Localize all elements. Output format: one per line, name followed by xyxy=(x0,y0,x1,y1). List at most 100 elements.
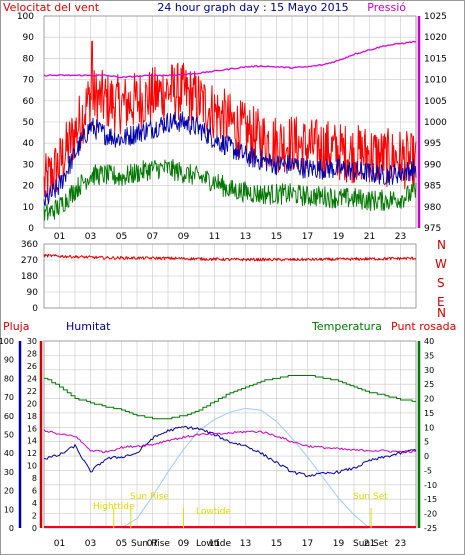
rain-label: Pluja xyxy=(3,320,29,333)
bottom-sun-set: Sun Set xyxy=(353,539,388,549)
p3-humidity-tick-label: 0 xyxy=(9,524,14,533)
p1-frame xyxy=(43,15,417,229)
compass-w: W xyxy=(435,257,447,271)
p3-x-tick-label: 23 xyxy=(395,539,406,549)
p1-y-tick-label-left: 90 xyxy=(23,33,35,43)
p3-x-tick-label: 21 xyxy=(364,539,375,549)
p3-rain-tick-label: 24 xyxy=(27,374,37,383)
rain-humidity-temperature-panel: 0102030405060708090100024681012141618202… xyxy=(0,337,437,549)
p1-y-tick-label-left: 30 xyxy=(23,160,35,170)
p3-x-tick-label: 17 xyxy=(302,539,313,549)
annotation-high-tide: Highttide xyxy=(93,502,135,512)
p3-humidity-tick-label: 40 xyxy=(4,449,14,458)
p1-y-tick-label-left: 80 xyxy=(23,54,35,64)
p3-humidity-tick-label: 20 xyxy=(4,487,14,496)
p3-temperature-tick-label: 10 xyxy=(424,423,434,432)
p1-x-tick-label: 21 xyxy=(364,232,375,242)
p1-y-tick-label-left: 0 xyxy=(28,224,34,234)
p1-y-tick-label-left: 100 xyxy=(17,12,34,22)
p1-x-tick-label: 17 xyxy=(302,232,313,242)
p1-y-tick-label-right: 975 xyxy=(424,224,441,234)
p1-y-tick-label-left: 60 xyxy=(23,97,35,107)
p3-x-tick-label: 07 xyxy=(147,539,158,549)
annotation-low-tide: Lowtide xyxy=(196,507,231,517)
p3-temperature-tick-label: -25 xyxy=(424,524,437,533)
p1-y-tick-label-left: 70 xyxy=(23,76,35,86)
p1-y-tick-label-left: 20 xyxy=(23,182,35,192)
dewpoint-line xyxy=(43,429,417,454)
p3-rain-tick-label: 2 xyxy=(32,512,37,521)
p1-y-tick-label-left: 50 xyxy=(23,118,35,128)
compass-n-bottom: N xyxy=(437,306,446,320)
annotation-sun-rise: Sun Rise xyxy=(130,492,169,502)
p1-x-tick-label: 11 xyxy=(209,232,220,242)
p3-rain-tick-label: 0 xyxy=(32,524,37,533)
p3-rain-tick-label: 20 xyxy=(27,399,37,408)
p3-humidity-tick-label: 90 xyxy=(4,356,14,365)
compass-e: E xyxy=(437,295,445,309)
p3-humidity-tick-label: 80 xyxy=(4,374,14,383)
p3-humidity-tick-label: 70 xyxy=(4,393,14,402)
p3-rain-tick-label: 6 xyxy=(32,487,37,496)
chart-title: 24 hour graph day : 15 Mayo 2015 xyxy=(157,1,348,14)
p3-x-tick-label: 05 xyxy=(116,539,127,549)
annotations: Highttide Sun Rise Lowtide Sun Set xyxy=(93,492,388,517)
compass-s: S xyxy=(437,276,445,290)
temperature-line xyxy=(44,375,416,420)
wind-low-line xyxy=(43,159,417,221)
bottom-low-tide: Lowtide xyxy=(196,539,231,549)
temperature-label: Temperatura xyxy=(311,320,382,333)
dewpoint-label: Punt rosada xyxy=(391,320,456,333)
p2-y-tick-label: 90 xyxy=(27,288,39,298)
p1-x-tick-label: 07 xyxy=(147,232,158,242)
wind-average-line xyxy=(43,111,417,207)
p1-x-tick-label: 09 xyxy=(178,232,190,242)
annotation-sun-set: Sun Set xyxy=(353,492,388,502)
p3-rain-tick-label: 22 xyxy=(27,387,37,396)
compass-n-top: N xyxy=(437,238,446,252)
p1-x-tick-label: 19 xyxy=(333,232,345,242)
p3-temperature-tick-label: -20 xyxy=(424,510,437,519)
p2-y-tick-label: 360 xyxy=(21,240,38,250)
p1-y-tick-label-right: 1015 xyxy=(424,54,447,64)
p3-temperature-tick-label: 30 xyxy=(424,366,434,375)
p3-temperature-tick-label: 5 xyxy=(424,438,429,447)
wind-direction-line xyxy=(43,253,417,262)
p3-rain-tick-label: 18 xyxy=(27,412,37,421)
p3-humidity-tick-label: 30 xyxy=(4,468,14,477)
p3-humidity-tick-label: 60 xyxy=(4,412,14,421)
pressure-line xyxy=(43,40,417,79)
p1-y-tick-label-right: 1010 xyxy=(424,76,447,86)
p1-x-tick-label: 13 xyxy=(240,232,251,242)
p3-temperature-tick-label: -15 xyxy=(424,495,437,504)
p3-temperature-tick-label: 40 xyxy=(424,337,434,346)
humidity-line xyxy=(43,425,417,478)
p1-y-tick-label-right: 980 xyxy=(424,203,441,213)
p3-temperature-tick-label: 20 xyxy=(424,395,434,404)
p3-x-tick-label: 13 xyxy=(240,539,251,549)
humidity-label: Humitat xyxy=(66,320,111,333)
wind-direction-panel: 0 90 180 270 360 xyxy=(21,240,417,314)
p3-rain-tick-label: 26 xyxy=(27,362,37,371)
bottom-annotations: Sun Rise Lowtide Sun Set xyxy=(131,539,388,549)
p1-x-tick-label: 23 xyxy=(395,232,406,242)
p3-x-tick-label: 19 xyxy=(333,539,345,549)
p1-y-tick-label-right: 1000 xyxy=(424,118,447,128)
p1-y-tick-label-right: 985 xyxy=(424,182,441,192)
p3-x-tick-label: 15 xyxy=(271,539,282,549)
p2-frame xyxy=(43,243,417,309)
p1-x-tick-label: 05 xyxy=(116,232,127,242)
p3-rain-tick-label: 10 xyxy=(27,462,37,471)
p3-rain-tick-label: 30 xyxy=(27,337,37,346)
p2-y-tick-label: 0 xyxy=(32,304,38,314)
p3-humidity-tick-label: 100 xyxy=(0,337,14,346)
compass-labels: N W S E N xyxy=(435,238,447,320)
p3-x-tick-label: 01 xyxy=(54,539,65,549)
bottom-sun-rise: Sun Rise xyxy=(131,539,170,549)
p3-temperature-tick-label: 0 xyxy=(424,452,429,461)
p3-temperature-tick-label: 25 xyxy=(424,380,434,389)
wind-speed-label: Velocitat del vent xyxy=(3,1,100,14)
p3-rain-tick-label: 16 xyxy=(27,424,37,433)
